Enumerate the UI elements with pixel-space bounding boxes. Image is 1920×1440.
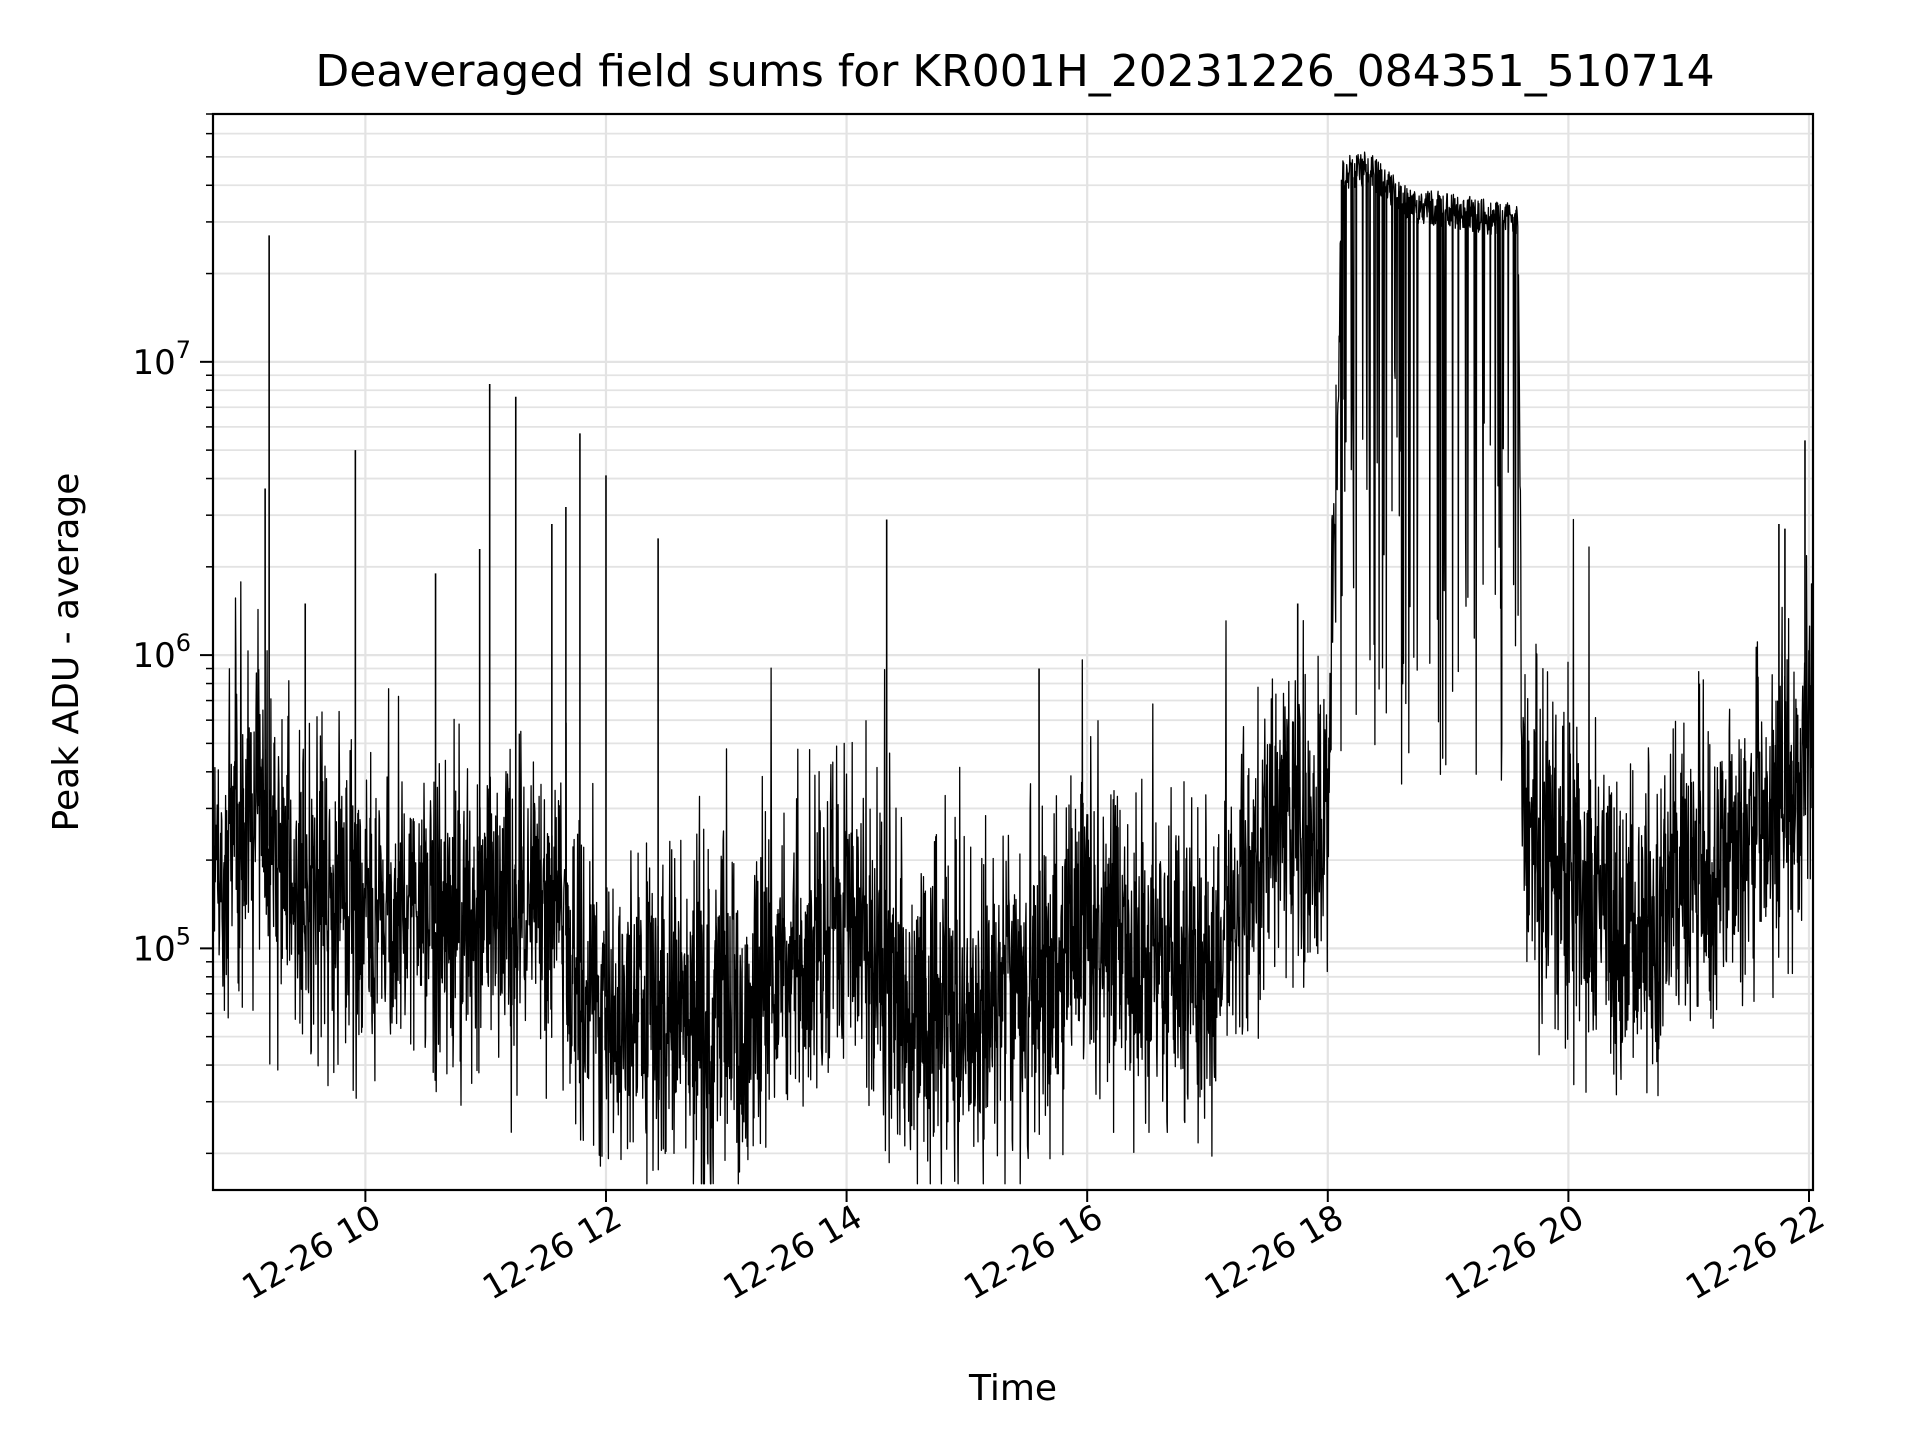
plot-frame	[211, 112, 1815, 1192]
x-axis-label: Time	[968, 1368, 1057, 1409]
y-tick-label: 107	[132, 336, 191, 383]
data-series	[212, 151, 1814, 1185]
y-tick-label: 106	[132, 629, 191, 676]
series-line	[212, 151, 1814, 1185]
y-axis-ticks: 105 106 107	[132, 113, 213, 1155]
y-axis-label: Peak ADU - average	[46, 473, 87, 832]
chart-title: Deaveraged field sums for KR001H_2023122…	[315, 46, 1714, 97]
y-tick-label: 105	[132, 922, 191, 969]
